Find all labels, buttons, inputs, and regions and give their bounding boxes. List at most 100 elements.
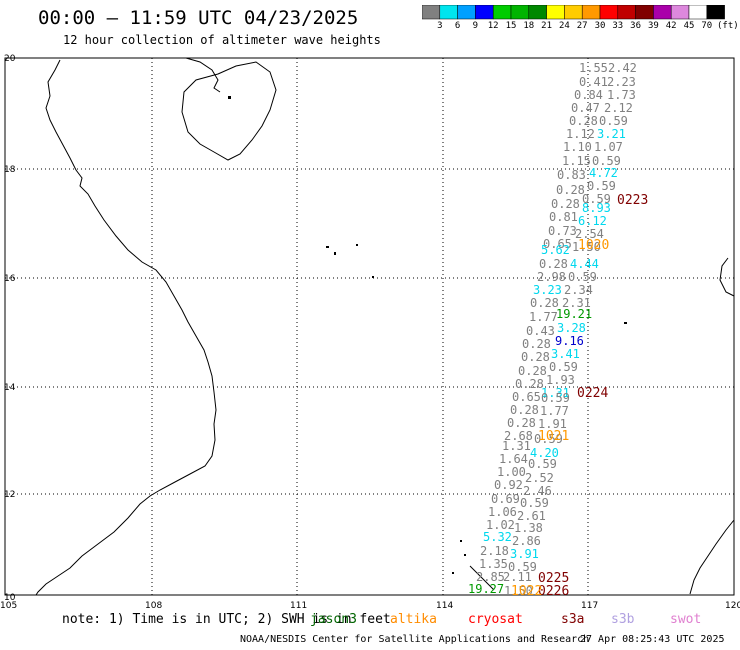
scale-swatch bbox=[510, 5, 530, 20]
scale-label: 33 bbox=[612, 21, 624, 31]
lon-label-105: 105 bbox=[0, 601, 17, 611]
wave-height-label: 0.73 bbox=[548, 224, 577, 238]
wave-height-label: 2.54 bbox=[575, 227, 604, 241]
wave-height-label: 6.12 bbox=[578, 214, 607, 228]
lon-label-117: 117 bbox=[581, 601, 598, 611]
scale-swatch bbox=[706, 5, 725, 20]
scale-label: 21 bbox=[541, 21, 553, 31]
wave-height-label: 19.27 bbox=[468, 582, 505, 596]
lat-label-16: 16 bbox=[4, 274, 16, 284]
wave-height-label: 8.93 bbox=[582, 201, 611, 215]
scale-swatch bbox=[564, 5, 583, 20]
scale-swatch bbox=[653, 5, 672, 20]
scale-swatch bbox=[528, 5, 547, 20]
scale-unit-label: (ft) bbox=[717, 21, 739, 31]
wave-height-label: 0.28 bbox=[551, 197, 580, 211]
scale-swatch bbox=[617, 5, 636, 20]
wave-height-label: 1.77 bbox=[540, 404, 569, 418]
legend-swot: swot bbox=[670, 612, 702, 627]
lat-label-10: 10 bbox=[4, 593, 16, 603]
scale-swatch bbox=[581, 5, 601, 20]
wave-height-label: 1.00 bbox=[497, 465, 526, 479]
coastline bbox=[35, 57, 735, 596]
legend-altika: altika bbox=[390, 612, 437, 627]
scale-swatch bbox=[670, 5, 690, 20]
wave-height-label: 9.16 bbox=[555, 334, 584, 348]
scale-label: 39 bbox=[647, 21, 659, 31]
wave-height-label: 2.12 bbox=[604, 101, 633, 115]
wave-height-label: 0.59 bbox=[592, 154, 621, 168]
scale-swatch bbox=[546, 5, 565, 20]
wave-height-label: 1.10 bbox=[563, 140, 592, 154]
wave-height-label: 2.23 bbox=[607, 75, 636, 89]
scale-label: 30 bbox=[594, 21, 606, 31]
scale-swatch bbox=[599, 5, 619, 20]
wave-height-label: 0.47 bbox=[571, 101, 600, 115]
wave-height-label: 0.59 bbox=[582, 192, 611, 206]
wave-height-label: 0.59 bbox=[587, 179, 616, 193]
legend-s3a: s3a bbox=[561, 612, 585, 627]
lat-label-12: 12 bbox=[4, 490, 15, 500]
wave-height-label: 0.59 bbox=[568, 270, 597, 284]
footer-note: note: 1) Time is in UTC; 2) SWH is in fe… bbox=[62, 612, 391, 627]
scale-label: 45 bbox=[683, 21, 695, 31]
wave-height-label: 2.11 bbox=[503, 570, 532, 584]
wave-height-label: 2.86 bbox=[512, 534, 541, 548]
map-frame bbox=[4, 57, 735, 596]
lon-label-114: 114 bbox=[436, 601, 453, 611]
wave-height-label: 0.59 bbox=[534, 432, 563, 446]
wave-height-label: 0.59 bbox=[528, 457, 557, 471]
wave-height-label: 0.28 bbox=[530, 296, 559, 310]
track-time-label: 1021 bbox=[538, 429, 570, 444]
scale-label: 3 bbox=[437, 21, 443, 31]
wave-height-label: 3.41 bbox=[551, 347, 580, 361]
lon-label-111: 111 bbox=[290, 601, 307, 611]
wave-height-label: 0.69 bbox=[491, 492, 520, 506]
wave-height-label: 0.41 bbox=[579, 75, 608, 89]
wave-height-label: 0.28 bbox=[515, 377, 544, 391]
coastline-luzon bbox=[719, 257, 735, 297]
wave-height-label: 0.28 bbox=[539, 257, 568, 271]
lat-label-18: 18 bbox=[4, 165, 16, 175]
scale-label: 9 bbox=[472, 21, 479, 31]
coastline-palawan bbox=[469, 565, 495, 591]
lat-axis: 20 18 16 14 12 10 bbox=[4, 54, 16, 603]
wave-height-label: 4.44 bbox=[570, 257, 599, 271]
legend-jason3: jason3 bbox=[310, 612, 357, 627]
wave-height-label: 1.91 bbox=[538, 417, 567, 431]
wave-height-label: 0.84 bbox=[574, 88, 603, 102]
wave-height-label: 1.12 bbox=[566, 127, 595, 141]
wave-height-label: 2.98 bbox=[537, 270, 566, 284]
legend-cryosat: cryosat bbox=[468, 612, 523, 627]
wave-height-label: 2.31 bbox=[562, 296, 591, 310]
wave-height-label: 1.93 bbox=[546, 373, 575, 387]
wave-height-label: 0.28 bbox=[521, 350, 550, 364]
track-time-label: 0226 bbox=[538, 584, 570, 599]
wave-height-label: 2.42 bbox=[608, 61, 637, 75]
wave-height-label: 1.73 bbox=[607, 88, 636, 102]
wave-height-label: 3.28 bbox=[557, 321, 586, 335]
coastline-luzon-south bbox=[689, 519, 735, 595]
wave-height-label: 1.38 bbox=[514, 521, 543, 535]
wave-height-label: 0.81 bbox=[549, 210, 578, 224]
scale-label: 12 bbox=[487, 21, 499, 31]
wave-height-label: 0.59 bbox=[508, 560, 537, 574]
wave-height-label: 2.85 bbox=[476, 570, 505, 584]
lat-label-14: 14 bbox=[4, 383, 16, 393]
page-title: 00:00 – 11:59 UTC 04/23/2025 bbox=[38, 7, 359, 29]
wave-height-label: 5.62 bbox=[541, 243, 570, 257]
track-time-label: 0225 bbox=[538, 571, 570, 586]
wave-height-label: 2.52 bbox=[525, 471, 554, 485]
track-time-label: 1022 bbox=[511, 584, 543, 599]
generated-timestamp: 27 Apr 08:25:43 UTC 2025 bbox=[580, 634, 725, 645]
wave-height-label: 4.72 bbox=[589, 166, 618, 180]
wave-height-label: 4.20 bbox=[530, 446, 559, 460]
page-subtitle: 12 hour collection of altimeter wave hei… bbox=[63, 33, 381, 47]
wave-height-label: 1.06 bbox=[488, 505, 517, 519]
scale-swatch bbox=[475, 5, 494, 20]
scale-swatch bbox=[492, 5, 512, 20]
color-scale-bar bbox=[422, 5, 725, 20]
wave-height-label: 1.31 bbox=[541, 386, 570, 400]
wave-height-label: 0.28 bbox=[556, 183, 585, 197]
